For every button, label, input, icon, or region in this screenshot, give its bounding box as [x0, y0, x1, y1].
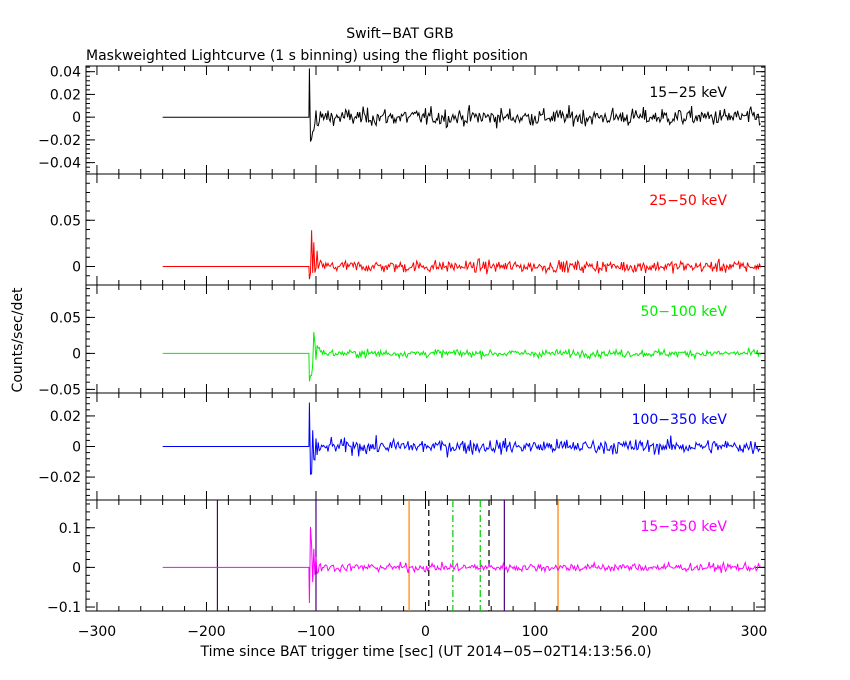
y-tick-label: −0.04 — [38, 156, 81, 172]
panel-1: −0.04 −0.02 0 0.02 0.04 15−25 keV — [38, 65, 766, 175]
chart-title: Swift−BAT GRB — [346, 26, 453, 42]
lightcurve-series — [162, 331, 761, 382]
y-tick-label: 0.05 — [50, 310, 81, 326]
lightcurve-series — [162, 526, 761, 604]
panel-3: −0.05 0 0.05 50−100 keV — [38, 284, 766, 398]
band-label: 100−350 keV — [632, 412, 728, 428]
x-tick-label: 0 — [421, 624, 430, 640]
panel-2: 0 0.05 25−50 keV — [50, 173, 766, 286]
lightcurve-series — [162, 230, 762, 280]
y-tick-label: −0.02 — [38, 470, 81, 486]
y-tick-label: 0.1 — [59, 521, 81, 537]
y-tick-label: 0 — [72, 260, 81, 276]
y-tick-label: −0.02 — [38, 133, 81, 149]
band-label: 50−100 keV — [640, 304, 727, 320]
chart-subtitle: Maskweighted Lightcurve (1 s binning) us… — [86, 48, 528, 64]
x-axis-label: Time since BAT trigger time [sec] (UT 20… — [199, 644, 651, 660]
x-tick-label: −300 — [78, 624, 116, 640]
panel-frame — [85, 65, 766, 175]
panel-frame — [85, 284, 766, 394]
x-tick-label: 100 — [522, 624, 549, 640]
panel-frame — [85, 499, 766, 612]
y-tick-label: −0.1 — [47, 600, 81, 616]
y-tick-label: 0.02 — [50, 409, 81, 425]
y-tick-label: 0 — [72, 560, 81, 576]
panel-5: −0.1 0 0.1 15−350 keV — [47, 499, 766, 616]
y-tick-label: −0.05 — [38, 382, 81, 398]
y-tick-label: 0 — [72, 440, 81, 456]
band-label: 15−25 keV — [649, 85, 727, 101]
y-tick-label: 0.04 — [50, 65, 81, 81]
lightcurve-series — [162, 68, 761, 142]
band-label: 15−350 keV — [640, 519, 727, 535]
x-tick-label: −200 — [187, 624, 225, 640]
y-tick-label: 0 — [72, 346, 81, 362]
y-tick-label: 0.02 — [50, 87, 81, 103]
x-tick-label: 300 — [741, 624, 768, 640]
y-axis-label: Counts/sec/det — [10, 287, 26, 392]
band-label: 25−50 keV — [649, 193, 727, 209]
y-tick-label: 0 — [72, 110, 81, 126]
lightcurve-series — [162, 402, 761, 475]
y-tick-label: 0.05 — [50, 213, 81, 229]
x-tick-label: −100 — [297, 624, 335, 640]
panel-4: −0.02 0 0.02 100−350 keV — [38, 392, 766, 501]
x-tick-label: 200 — [631, 624, 658, 640]
